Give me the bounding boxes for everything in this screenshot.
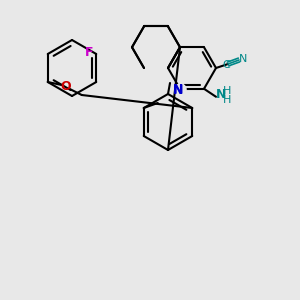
Text: F: F <box>85 46 94 59</box>
Text: N: N <box>173 84 183 97</box>
Text: N: N <box>173 83 183 96</box>
Text: N: N <box>216 88 226 101</box>
Text: H: H <box>223 95 231 105</box>
Text: N: N <box>239 54 247 64</box>
Text: C: C <box>222 60 230 70</box>
Text: O: O <box>60 80 71 94</box>
Text: H: H <box>223 86 231 96</box>
